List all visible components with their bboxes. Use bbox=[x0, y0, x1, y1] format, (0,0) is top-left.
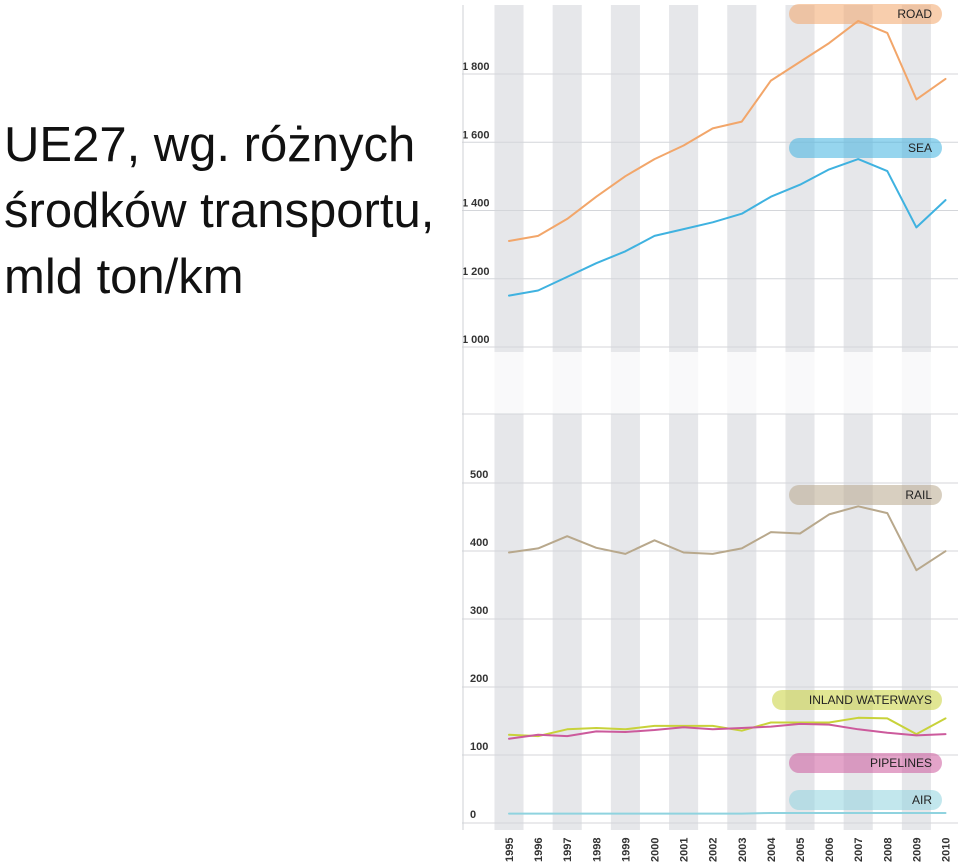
legend-label-sea: SEA bbox=[908, 141, 932, 155]
x-tick-label: 1995 bbox=[504, 838, 516, 862]
series-line-pipelines bbox=[508, 722, 947, 740]
x-tick-label: 1998 bbox=[591, 838, 603, 862]
x-tick-label: 2002 bbox=[708, 838, 720, 862]
y-tick-label: 1 600 bbox=[462, 129, 490, 141]
legend-label-rail: RAIL bbox=[905, 488, 932, 502]
legend-label-pipelines: PIPELINES bbox=[870, 756, 932, 770]
y-tick-label: 1 400 bbox=[462, 198, 490, 210]
legend-pill-road bbox=[789, 4, 942, 24]
year-band bbox=[552, 5, 582, 830]
year-band bbox=[669, 5, 699, 830]
y-tick-label: 1 800 bbox=[462, 61, 490, 73]
x-tick-label: 2003 bbox=[737, 838, 749, 862]
legend-pill-sea bbox=[789, 138, 942, 158]
year-band bbox=[494, 5, 524, 830]
y-tick-label: 200 bbox=[470, 673, 488, 685]
legend-pill-air bbox=[789, 790, 942, 810]
x-tick-label: 1997 bbox=[562, 838, 574, 862]
year-band bbox=[610, 5, 640, 830]
legend-pill-rail bbox=[789, 485, 942, 505]
legend-label-inland-waterways: INLAND WATERWAYS bbox=[809, 693, 932, 707]
legend-label-air: AIR bbox=[912, 793, 932, 807]
series-line-rail bbox=[508, 505, 947, 572]
y-tick-label: 1 200 bbox=[462, 266, 490, 278]
series-line-sea bbox=[508, 158, 947, 297]
y-tick-label: 0 bbox=[470, 809, 476, 821]
legend-pill-inland-waterways bbox=[772, 690, 942, 710]
x-tick-label: 1999 bbox=[620, 838, 632, 862]
x-tick-label: 2004 bbox=[766, 837, 778, 862]
series-line-air bbox=[508, 812, 947, 815]
x-tick-label: 2006 bbox=[824, 838, 836, 862]
legend-label-road: ROAD bbox=[897, 7, 932, 21]
y-tick-label: 500 bbox=[470, 469, 488, 481]
axis-break bbox=[463, 352, 958, 414]
y-tick-label: 300 bbox=[470, 605, 488, 617]
series-line-road bbox=[508, 19, 947, 242]
x-tick-label: 2009 bbox=[911, 838, 923, 862]
page-title: UE27, wg. różnych środków transportu, ml… bbox=[4, 118, 435, 304]
x-tick-label: 2007 bbox=[853, 838, 865, 862]
x-tick-label: 2008 bbox=[882, 838, 894, 862]
x-tick-label: 2000 bbox=[650, 838, 662, 862]
y-tick-label: 400 bbox=[470, 537, 488, 549]
x-tick-label: 2001 bbox=[679, 838, 691, 862]
x-tick-label: 1996 bbox=[533, 838, 545, 862]
legend-pill-pipelines bbox=[789, 753, 942, 773]
y-tick-label: 1 000 bbox=[462, 334, 490, 346]
x-tick-label: 2005 bbox=[795, 838, 807, 862]
year-band bbox=[727, 5, 757, 830]
x-tick-label: 2010 bbox=[941, 838, 953, 862]
y-tick-label: 100 bbox=[470, 741, 488, 753]
